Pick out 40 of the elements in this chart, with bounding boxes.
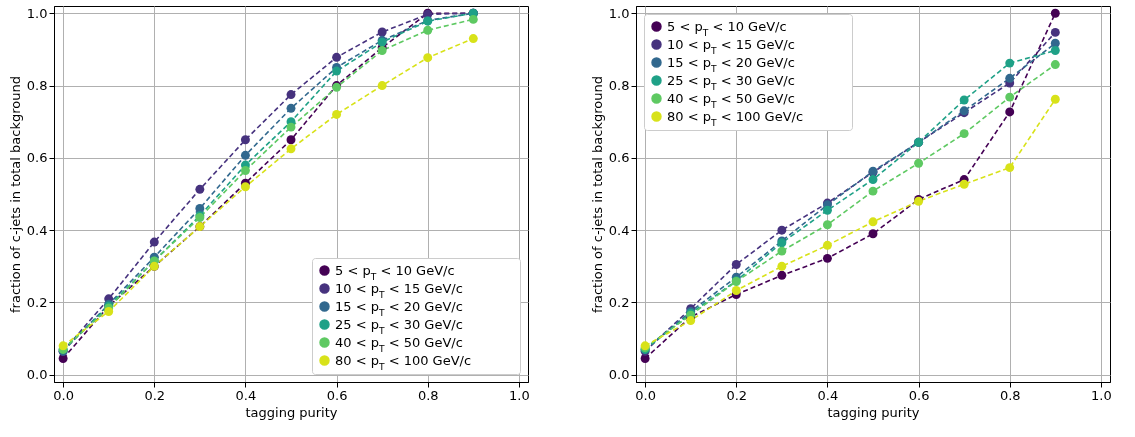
y-tick-label: 0.8 — [608, 78, 630, 94]
x-tick-label: 0.4 — [817, 387, 839, 403]
x-tick-label: 0.6 — [326, 387, 348, 403]
y-tick-label: 1.0 — [608, 5, 630, 21]
y-tick-label: 0.6 — [608, 150, 630, 166]
y-tick-label: 0.0 — [608, 367, 630, 383]
x-tick-label: 0.6 — [908, 387, 930, 403]
legend-label: 40 < p$_{T}$ < 50 GeV/c — [335, 334, 463, 354]
x-tick-label: 0.2 — [726, 387, 748, 403]
legend-label: 10 < p$_{T}$ < 15 GeV/c — [667, 36, 795, 56]
y-axis-title: fraction of c-jets in total background — [7, 76, 23, 313]
y-tick-label: 0.2 — [608, 294, 630, 310]
legend-label: 25 < p$_{T}$ < 30 GeV/c — [667, 72, 795, 92]
x-tick-label: 0.2 — [144, 387, 166, 403]
x-tick-label: 0.0 — [635, 387, 656, 403]
x-axis-title: tagging purity — [827, 404, 920, 420]
y-tick-label: 0.0 — [26, 367, 48, 383]
y-tick-label: 0.6 — [26, 150, 48, 166]
x-axis-title: tagging purity — [245, 404, 338, 420]
legend-label: 40 < p$_{T}$ < 50 GeV/c — [667, 90, 795, 110]
y-tick-label: 0.2 — [26, 294, 48, 310]
y-axis-title: fraction of c-jets in total background — [589, 76, 605, 313]
legend-label: 10 < p$_{T}$ < 15 GeV/c — [335, 280, 463, 300]
y-tick-label: 0.8 — [26, 78, 48, 94]
x-tick-label: 0.8 — [999, 387, 1021, 403]
legend-label: 5 < p$_{T}$ < 10 GeV/c — [335, 262, 455, 282]
x-tick-label: 0.0 — [53, 387, 74, 403]
x-tick-label: 1.0 — [509, 387, 530, 403]
legend-label: 25 < p$_{T}$ < 30 GeV/c — [335, 316, 463, 336]
x-tick-label: 1.0 — [1091, 387, 1112, 403]
y-tick-label: 0.4 — [608, 222, 630, 238]
x-tick-label: 0.4 — [235, 387, 257, 403]
legend-label: 80 < p$_{T}$ < 100 GeV/c — [667, 108, 804, 128]
legend-label: 15 < p$_{T}$ < 20 GeV/c — [335, 298, 463, 318]
legend-label: 15 < p$_{T}$ < 20 GeV/c — [667, 54, 795, 74]
x-tick-label: 0.8 — [417, 387, 439, 403]
legend-label: 80 < p$_{T}$ < 100 GeV/c — [335, 352, 472, 372]
y-tick-label: 0.4 — [26, 222, 48, 238]
y-tick-label: 1.0 — [26, 5, 48, 21]
legend-label: 5 < p$_{T}$ < 10 GeV/c — [667, 18, 787, 38]
